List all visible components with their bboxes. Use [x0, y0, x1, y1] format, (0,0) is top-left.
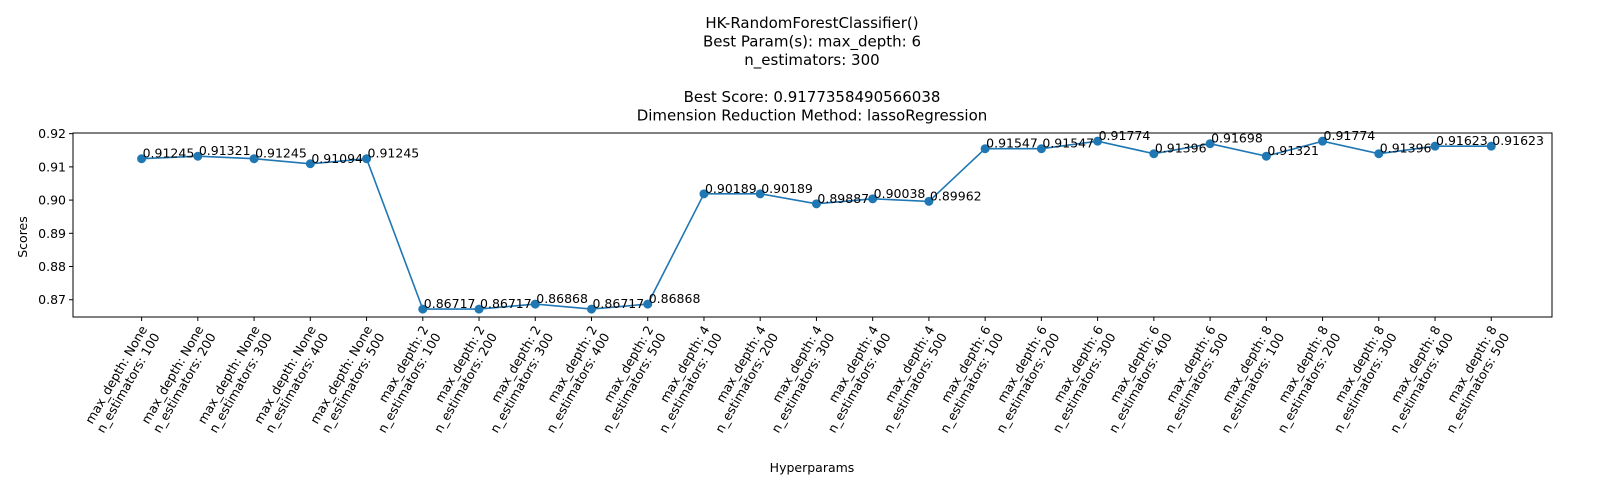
y-tick-label: 0.92: [38, 126, 66, 141]
data-value-label: 0.91774: [1099, 128, 1151, 143]
data-point: [1149, 149, 1159, 159]
data-value-label: 0.89887: [817, 191, 869, 206]
data-point: [249, 154, 259, 164]
title-line-1: HK-RandomForestClassifier(): [705, 14, 918, 32]
x-axis: max_depth: Nonen_estimators: 100max_dept…: [82, 317, 1512, 435]
data-point: [699, 189, 709, 199]
plot-area: [72, 132, 1553, 318]
data-point: [193, 151, 203, 161]
data-point: [1205, 139, 1215, 149]
data-value-label: 0.86868: [536, 291, 588, 306]
data-point: [1261, 151, 1271, 161]
data-value-label: 0.91774: [1324, 128, 1376, 143]
data-value-label: 0.91245: [143, 146, 195, 161]
y-axis-label: Scores: [15, 216, 30, 258]
data-value-label: 0.90038: [874, 186, 926, 201]
data-value-label: 0.91547: [986, 136, 1038, 151]
data-value-label: 0.91245: [368, 146, 420, 161]
data-value-label: 0.91698: [1211, 131, 1263, 146]
data-point: [1093, 136, 1103, 146]
y-tick-label: 0.89: [38, 226, 66, 241]
data-value-label: 0.91623: [1492, 133, 1544, 148]
data-point: [1318, 136, 1328, 146]
data-point: [811, 199, 821, 209]
data-value-label: 0.91623: [1436, 133, 1488, 148]
plot-frame: [72, 132, 1553, 318]
data-point: [530, 299, 540, 309]
data-point: [137, 154, 147, 164]
data-points: [137, 136, 1496, 314]
data-point: [924, 196, 934, 206]
data-value-label: 0.91396: [1380, 141, 1432, 156]
data-value-label: 0.90189: [761, 181, 813, 196]
title-line-3: n_estimators: 300: [744, 51, 879, 70]
chart-title: HK-RandomForestClassifier()Best Param(s)…: [637, 14, 988, 125]
data-value-label: 0.89962: [930, 188, 982, 203]
data-point: [868, 194, 878, 204]
data-value-label: 0.86717: [592, 296, 644, 311]
data-point: [1374, 149, 1384, 159]
data-value-label: 0.86717: [480, 296, 532, 311]
data-point: [755, 189, 765, 199]
y-tick-label: 0.88: [38, 259, 66, 274]
data-point: [1486, 141, 1496, 151]
y-tick-label: 0.91: [38, 159, 66, 174]
data-point: [1430, 141, 1440, 151]
data-point: [362, 154, 372, 164]
data-value-label: 0.91396: [1155, 141, 1207, 156]
title-line-2: Best Param(s): max_depth: 6: [703, 33, 921, 52]
data-value-label: 0.90189: [705, 181, 757, 196]
data-point: [305, 159, 315, 169]
data-value-label: 0.86868: [649, 291, 701, 306]
title-line-5: Best Score: 0.9177358490566038: [684, 88, 941, 106]
data-value-label: 0.86717: [424, 296, 476, 311]
data-point: [1036, 144, 1046, 154]
data-value-label: 0.91245: [255, 146, 307, 161]
data-point: [980, 144, 990, 154]
y-axis: 0.87 0.88 0.89 0.90 0.91 0.92: [38, 126, 73, 307]
data-value-label: 0.91547: [1042, 136, 1094, 151]
data-labels: 0.91245 0.91321 0.91245 0.91094 0.91245 0.867…: [143, 128, 1544, 311]
x-axis-label: Hyperparams: [770, 460, 855, 475]
data-point: [418, 304, 428, 314]
y-tick-label: 0.90: [38, 193, 66, 208]
data-value-label: 0.91094: [311, 151, 363, 166]
data-point: [586, 304, 596, 314]
data-point: [474, 304, 484, 314]
data-value-label: 0.91321: [1267, 143, 1319, 158]
data-value-label: 0.91321: [199, 143, 251, 158]
y-tick-label: 0.87: [38, 292, 66, 307]
title-line-6: Dimension Reduction Method: lassoRegress…: [637, 107, 988, 125]
series-line: [141, 140, 1492, 310]
data-point: [643, 299, 653, 309]
series-scores: [141, 140, 1492, 310]
